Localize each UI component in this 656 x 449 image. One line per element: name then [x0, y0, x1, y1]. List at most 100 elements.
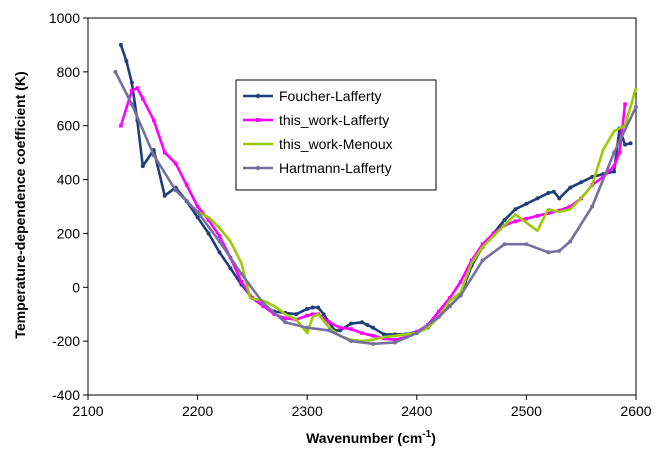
data-point — [305, 313, 309, 318]
data-point — [414, 331, 419, 336]
data-point — [316, 305, 321, 310]
data-point — [130, 88, 134, 93]
data-point — [305, 306, 310, 311]
y-tick-label: 600 — [57, 118, 81, 134]
data-point — [535, 196, 540, 201]
data-point — [436, 314, 441, 319]
data-point — [261, 301, 266, 306]
data-point — [162, 193, 167, 198]
data-point — [173, 161, 178, 166]
data-point — [392, 340, 397, 345]
data-point — [135, 86, 140, 90]
y-tick-label: 800 — [57, 64, 81, 80]
data-point — [623, 142, 628, 147]
legend-marker — [255, 93, 261, 99]
data-point — [447, 296, 452, 300]
series-line-this-work-menoux — [197, 87, 638, 343]
data-point — [118, 42, 123, 47]
data-point — [162, 150, 167, 155]
data-point — [283, 320, 288, 325]
data-point — [557, 208, 562, 213]
data-point — [173, 188, 178, 193]
y-tick-label: -400 — [52, 387, 80, 403]
data-point — [217, 234, 222, 238]
data-point — [579, 180, 584, 185]
data-point — [321, 312, 326, 317]
legend-entry-foucher-lafferty: Foucher-Lafferty — [243, 88, 381, 104]
data-point — [228, 266, 233, 271]
data-point — [151, 118, 156, 123]
data-point — [349, 339, 354, 344]
legend: Foucher-Lafferty this_work-Lafferty this_w… — [235, 79, 437, 191]
data-point — [590, 204, 595, 209]
axes: -400 -200 0 200 400 600 800 1000 2100 2200 2300 240… — [49, 10, 652, 419]
x-axis-title-end: ) — [431, 430, 436, 446]
data-point — [184, 183, 189, 187]
data-point — [502, 217, 507, 222]
legend-label: Hartmann-Lafferty — [279, 160, 392, 176]
data-point — [151, 153, 156, 158]
data-point — [612, 150, 617, 155]
data-point — [513, 219, 518, 224]
data-point — [491, 231, 496, 236]
data-point — [371, 333, 375, 338]
data-point — [469, 258, 474, 263]
y-tick-label: 200 — [57, 225, 81, 241]
data-point — [338, 325, 342, 330]
data-point — [327, 320, 331, 325]
data-point — [617, 150, 622, 155]
y-axis-title: Temperature-dependence coefficient (K) — [12, 71, 28, 338]
data-point — [557, 196, 562, 201]
y-tick-label: -200 — [52, 333, 80, 349]
data-point — [360, 320, 364, 325]
x-tick-label: 2400 — [401, 403, 432, 419]
legend-label: Foucher-Lafferty — [279, 88, 381, 104]
data-point — [480, 242, 485, 246]
data-point — [217, 250, 222, 255]
data-point — [623, 102, 627, 106]
data-point — [381, 332, 386, 337]
data-point — [502, 242, 507, 247]
data-point — [524, 242, 529, 247]
data-point — [349, 327, 353, 331]
legend-label: this_work-Lafferty — [279, 112, 389, 128]
x-tick-label: 2100 — [72, 403, 103, 419]
data-point — [327, 328, 332, 333]
data-point — [557, 248, 562, 253]
series-this-work-menoux — [197, 87, 638, 343]
data-point — [551, 189, 556, 194]
data-point — [206, 218, 211, 222]
data-point — [612, 164, 616, 168]
x-axis-title: Wavenumber (cm-1) — [306, 429, 436, 446]
data-point — [524, 216, 529, 221]
data-point — [113, 69, 118, 74]
data-point — [141, 96, 145, 101]
legend-marker — [255, 165, 261, 171]
data-point — [480, 258, 485, 263]
data-point — [628, 141, 633, 146]
data-point — [129, 80, 134, 85]
data-point — [382, 336, 386, 341]
data-point — [283, 316, 288, 321]
data-point — [524, 201, 529, 206]
data-point — [546, 250, 551, 255]
legend-entry-this-work-lafferty: this_work-Lafferty — [243, 112, 389, 128]
data-point — [206, 231, 211, 236]
legend-entry-hartmann-lafferty: Hartmann-Lafferty — [243, 160, 392, 176]
y-tick-label: 1000 — [49, 10, 80, 26]
data-point — [239, 271, 244, 276]
data-point — [393, 337, 397, 342]
x-tick-label: 2300 — [292, 403, 323, 419]
x-tick-label: 2200 — [182, 403, 213, 419]
series-group — [113, 42, 638, 346]
data-point — [129, 102, 134, 107]
data-point — [261, 304, 266, 308]
data-point — [546, 191, 551, 196]
data-point — [349, 321, 354, 326]
data-point — [612, 169, 617, 174]
data-point — [365, 322, 370, 327]
data-point — [195, 204, 200, 209]
data-point — [370, 325, 375, 330]
data-point — [568, 239, 573, 244]
data-point — [310, 312, 315, 317]
